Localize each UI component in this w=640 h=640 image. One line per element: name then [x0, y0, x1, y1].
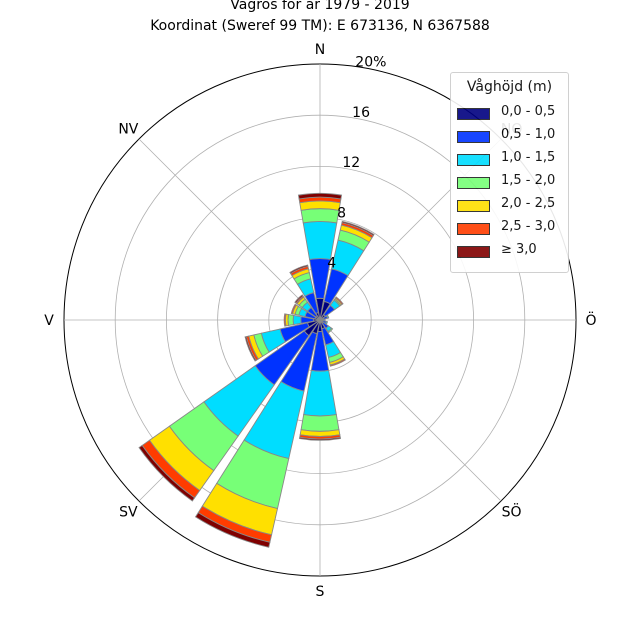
legend-swatch — [457, 200, 490, 212]
grid-spoke — [138, 138, 321, 321]
bar-segment-ONO-2 — [325, 314, 330, 319]
bar-segment-VSV-6 — [244, 336, 257, 362]
bar-segment-S-3 — [300, 414, 340, 432]
legend-label: 1,0 - 1,5 — [501, 150, 556, 165]
compass-label: NV — [118, 121, 138, 137]
chart-subtitle: Koordinat (Sweref 99 TM): E 673136, N 63… — [150, 18, 490, 34]
bar-segment-NNO-6 — [341, 220, 375, 237]
legend: Våghöjd (m) 0,0 - 0,5 0,5 - 1,0 1,0 - 1,5 1… — [450, 72, 569, 273]
bar-segment-V-2 — [292, 314, 302, 326]
legend-title: Våghöjd (m) — [466, 79, 553, 95]
legend-item: 2,0 - 2,5 — [457, 196, 567, 214]
radial-tick-label: 4 — [327, 256, 336, 272]
compass-label: S — [316, 584, 325, 600]
compass-label: Ö — [585, 311, 596, 329]
bar-segment-N-3 — [300, 208, 340, 224]
bar-segment-N-2 — [302, 221, 338, 260]
radial-tick-label: 16 — [352, 105, 370, 121]
legend-item: ≥ 3,0 — [457, 242, 567, 260]
legend-item: 1,0 - 1,5 — [457, 150, 567, 168]
legend-swatch — [457, 131, 490, 143]
legend-label: 2,0 - 2,5 — [501, 196, 556, 211]
legend-item: 1,5 - 2,0 — [457, 173, 567, 191]
bar-segment-NNV-6 — [289, 264, 309, 275]
legend-swatch — [457, 154, 490, 166]
bar-segment-V-5 — [283, 313, 287, 327]
bar-segment-S-2 — [303, 369, 337, 417]
bar-segment-SV-6 — [138, 444, 196, 502]
bar-segment-SO-3 — [327, 327, 334, 334]
bar-segment-S-6 — [298, 436, 342, 441]
bar-segment-SSO-5 — [329, 358, 346, 367]
legend-swatch — [457, 108, 490, 120]
legend-swatch — [457, 246, 490, 258]
bar-segment-N-4 — [299, 200, 341, 211]
legend-item: 2,5 - 3,0 — [457, 219, 567, 237]
legend-item: 0,0 - 0,5 — [457, 104, 567, 122]
radial-tick-labels: 4 8 12 16 20% — [327, 55, 386, 272]
radial-tick-label: 12 — [342, 155, 360, 171]
grid-spoke — [319, 319, 502, 502]
compass-label: SÖ — [502, 503, 522, 521]
bar-segment-N-6 — [297, 192, 343, 200]
bar-segment-SSV-6 — [194, 511, 271, 548]
compass-label: V — [44, 313, 54, 329]
radial-tick-label: 20% — [355, 55, 386, 71]
windrose-bars — [138, 192, 375, 548]
legend-label: ≥ 3,0 — [501, 242, 537, 257]
compass-label: SV — [119, 505, 138, 521]
legend-label: 0,5 - 1,0 — [501, 127, 556, 142]
legend-swatch — [457, 177, 490, 189]
radial-tick-label: 8 — [337, 205, 346, 221]
chart-title: Vågros för år 1979 - 2019 — [230, 0, 410, 13]
bar-segment-NO-5 — [334, 296, 344, 306]
legend-label: 0,0 - 0,5 — [501, 104, 556, 119]
legend-swatch — [457, 223, 490, 235]
bar-segment-NV-6 — [294, 294, 304, 304]
bar-segment-VNV-5 — [290, 303, 297, 315]
bar-segment-V-3 — [287, 314, 295, 326]
legend-item: 0,5 - 1,0 — [457, 127, 567, 145]
legend-label: 2,5 - 3,0 — [501, 219, 556, 234]
compass-label: N — [315, 42, 325, 58]
legend-label: 1,5 - 2,0 — [501, 173, 556, 188]
